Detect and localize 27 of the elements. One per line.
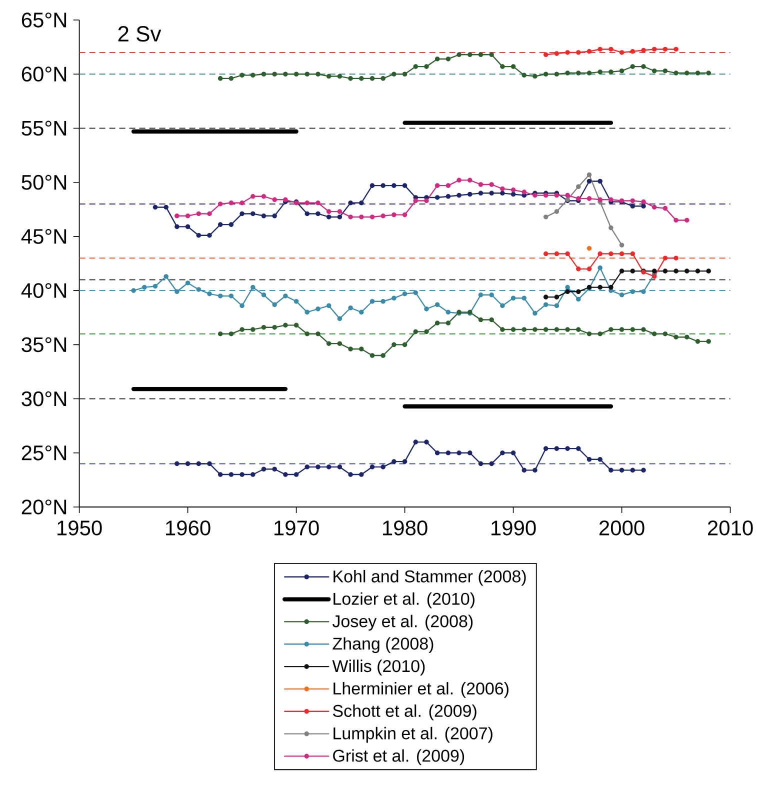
y-tick-label: 40°N	[21, 283, 66, 298]
x-tick-label: 1960	[166, 520, 210, 536]
y-tick-label: 45°N	[21, 229, 66, 244]
x-tick-label: 2000	[599, 520, 644, 536]
legend-label: Lherminier et al. (2006)	[334, 682, 508, 698]
legend-label: Kohl and Stammer (2008)	[334, 570, 526, 586]
y-tick-label: 30°N	[22, 391, 66, 406]
legend-label: Zhang (2008)	[332, 637, 434, 654]
y-tick-label: 55°N	[22, 120, 66, 136]
y-tick-label: 50°N	[22, 174, 66, 190]
y-tick-label: 65°N	[22, 12, 66, 28]
legend-label: Lumpkin et al. (2007)	[334, 726, 492, 743]
x-tick-label: 1950	[58, 520, 102, 536]
y-tick-label: 35°N	[22, 337, 66, 352]
x-tick-label: 1980	[383, 520, 428, 536]
x-tick-label: 2010	[708, 520, 753, 536]
y-tick-label: 25°N	[22, 445, 66, 460]
legend-label: Josey et al. (2008)	[332, 614, 473, 631]
legend-label: Schott et al. (2009)	[332, 704, 476, 720]
x-tick-label: 1990	[492, 520, 536, 536]
legend-label: Willis (2010)	[332, 660, 425, 676]
y-tick-label: 20°N	[22, 500, 66, 514]
legend-label: Grist et al. (2009)	[333, 749, 464, 766]
legend-label: Lozier et al. (2010)	[334, 592, 474, 608]
annotation: 2 Sv	[118, 26, 162, 42]
x-tick-label: 1970	[274, 520, 319, 536]
y-tick-label: 60°N	[22, 66, 66, 82]
